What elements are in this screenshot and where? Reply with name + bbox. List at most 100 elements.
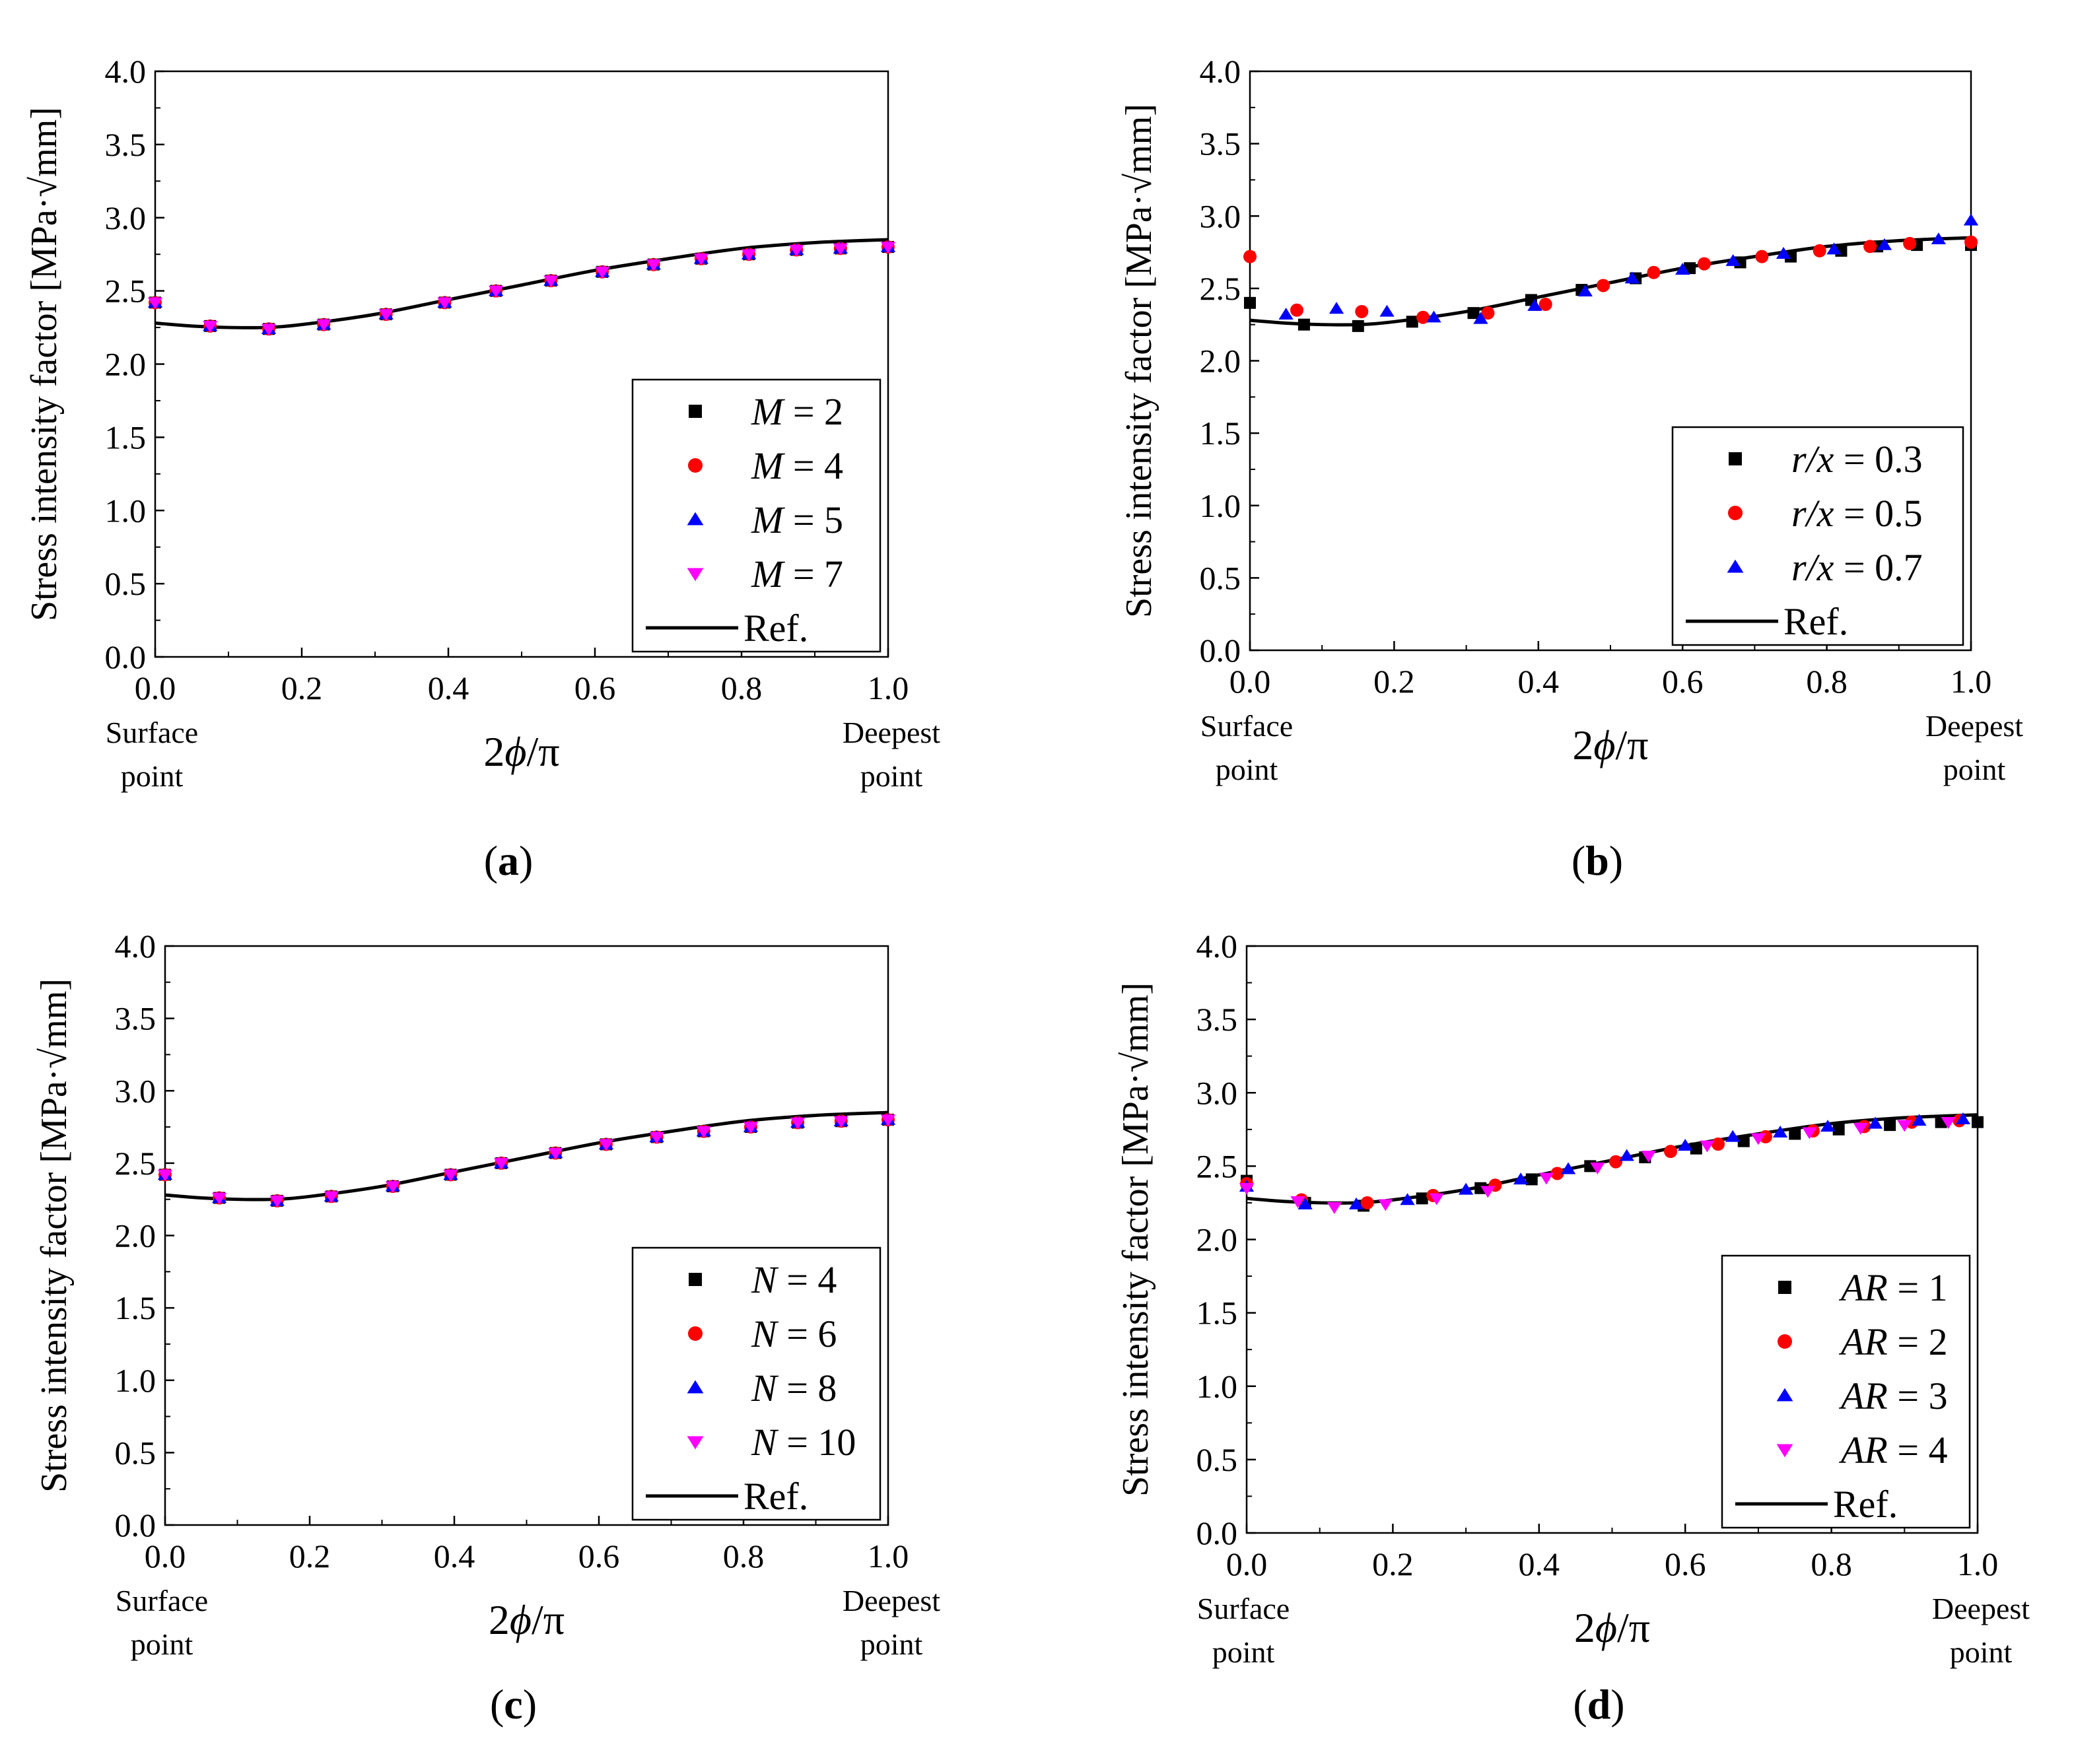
data-point-triangle-down [1641, 1151, 1657, 1163]
data-point-circle [1697, 257, 1711, 271]
y-axis-title: Stress intensity factor [MPa·√mm] [24, 107, 65, 621]
data-point-triangle-up [1931, 232, 1947, 245]
data-point-triangle-up [1772, 1125, 1788, 1137]
data-point-triangle-up [1776, 246, 1791, 259]
legend-frame [631, 378, 881, 653]
caption-letter: d [1587, 1681, 1611, 1728]
data-point-square [1525, 1173, 1538, 1186]
legend-value: = 2 [793, 390, 843, 433]
data-point-circle [1416, 310, 1430, 324]
caption-close: ) [523, 1681, 537, 1728]
y-tick-label: 1.0 [115, 1362, 156, 1399]
data-point-circle [1609, 1155, 1623, 1169]
legend-space [1888, 1266, 1898, 1309]
data-point-triangle-down [1239, 1183, 1255, 1195]
legend-variable: M [751, 498, 785, 541]
y-tick-label: 0.0 [1196, 1514, 1238, 1551]
legend-value: = 5 [793, 498, 843, 541]
data-point-circle [1538, 297, 1552, 311]
surface-point-label: Surface [1197, 1592, 1290, 1625]
legend-space [1888, 1429, 1898, 1472]
legend-marker-triangle-up [1727, 559, 1744, 573]
data-point-circle [1243, 250, 1257, 263]
legend-marker-triangle-down [687, 1436, 704, 1450]
data-point-square [1297, 318, 1310, 331]
y-tick-label: 0.5 [115, 1434, 156, 1471]
deepest-point-label: Deepest [843, 1584, 940, 1617]
data-point-square [1406, 316, 1418, 328]
y-tick-label: 0.0 [1200, 632, 1241, 669]
legend-space [777, 1421, 787, 1464]
data-point-triangle-down [880, 242, 896, 254]
data-point-circle [1755, 250, 1769, 263]
data-point-triangle-up [1624, 271, 1640, 284]
legend-variable: N [751, 1421, 779, 1464]
x-axis-title: 2ϕ/π [489, 1596, 565, 1643]
data-point-square [1972, 1116, 1984, 1128]
caption-open: ( [1573, 1681, 1587, 1728]
y-axis-title: Stress intensity factor [MPa·√mm] [1119, 104, 1159, 618]
legend-reference-label: Ref. [743, 1475, 808, 1518]
y-tick-label: 2.5 [115, 1145, 156, 1182]
legend-variable: r/x [1791, 438, 1834, 481]
reference-curve [155, 238, 889, 329]
y-tick-label: 0.5 [105, 565, 147, 602]
legend-variable: N [751, 1367, 779, 1409]
legend-entry: N = 8 [751, 1367, 837, 1409]
data-point-triangle-up [1725, 254, 1741, 266]
data-point-triangle-up [1725, 1130, 1741, 1142]
y-tick-label: 1.0 [105, 492, 147, 529]
x-tick-label: 0.2 [1372, 1545, 1414, 1582]
data-point-square [1789, 1128, 1801, 1140]
legend-value: = 4 [786, 1258, 837, 1301]
data-point-triangle-up [1473, 312, 1488, 324]
legend-entry: M = 2 [751, 390, 843, 433]
x-tick-label: 0.2 [1373, 663, 1415, 700]
legend-marker-triangle-down [1776, 1444, 1793, 1458]
data-point-triangle-down [1378, 1199, 1393, 1211]
x-axis-title-variable: ϕ [504, 728, 526, 775]
y-tick-label: 4.0 [1196, 928, 1238, 965]
chart-panel-b: 0.0 0.5 1.0 1.5 2.0 2.5 3.0 3.5 4.0 0.0 0.2 0.4 0.6 0… [1119, 53, 2023, 884]
data-point-circle [1355, 304, 1369, 318]
surface-point-label: point [131, 1627, 193, 1661]
deepest-point-label: point [1943, 753, 2006, 786]
data-point-triangle-down [543, 275, 559, 288]
x-tick-label: 0.6 [574, 669, 616, 706]
legend-entry: AR = 1 [1838, 1266, 1948, 1309]
legend-entry: M = 5 [751, 498, 843, 541]
legend-marker-circle [688, 1326, 703, 1341]
surface-point-label: Surface [116, 1584, 208, 1617]
deepest-point-label: Deepest [1925, 709, 2023, 743]
y-tick-label: 2.0 [1200, 343, 1241, 380]
data-point-circle [1711, 1137, 1725, 1151]
data-point-triangle-down [880, 1114, 896, 1127]
x-axis-title-variable: ϕ [1595, 1604, 1617, 1651]
legend-value: = 6 [786, 1312, 837, 1355]
legend-space [783, 390, 793, 433]
legend-reference-label: Ref. [743, 607, 808, 650]
x-tick-label: 0.4 [428, 669, 469, 706]
data-point-triangle-up [1527, 298, 1542, 311]
data-point-circle [1664, 1145, 1678, 1159]
legend-marker-square [689, 405, 702, 418]
data-point-triangle-up [1678, 1139, 1693, 1151]
data-point-triangle-down [1290, 1196, 1305, 1208]
legend-value: = 8 [786, 1367, 837, 1409]
data-point-triangle-down [1590, 1162, 1605, 1174]
legend-entry: N = 10 [751, 1421, 856, 1464]
y-tick-label: 3.5 [1196, 1001, 1238, 1038]
legend-space [783, 444, 793, 487]
x-axis-title-suffix: /π [527, 728, 560, 775]
data-point-triangle-down [147, 297, 163, 310]
legend-marker-triangle-up [687, 512, 704, 526]
data-point-triangle-down [598, 1139, 614, 1151]
y-tick-label: 3.5 [115, 1000, 156, 1037]
data-point-triangle-up [1560, 1162, 1576, 1174]
caption-letter: b [1585, 837, 1609, 884]
data-point-triangle-down [1941, 1117, 1956, 1129]
caption-close: ) [1610, 1681, 1624, 1728]
x-tick-label: 0.4 [1519, 1545, 1560, 1582]
